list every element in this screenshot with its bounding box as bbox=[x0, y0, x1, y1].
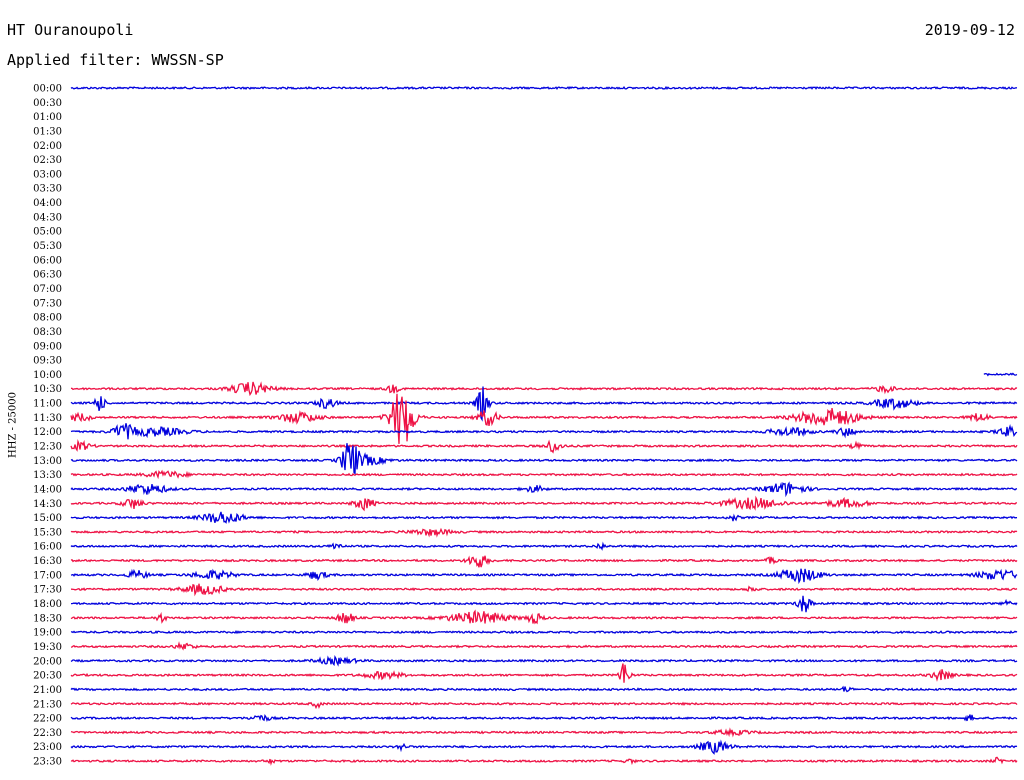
trace-line bbox=[70, 481, 1018, 498]
time-axis-ticks: 00:00 00:30 01:00 01:30 02:00 02:30 03:00 03:30… bbox=[33, 84, 62, 768]
time-tick-label: 08:30 bbox=[33, 327, 62, 338]
time-tick-label: 17:30 bbox=[33, 585, 62, 596]
filter-label: Applied filter: WWSSN-SP bbox=[7, 51, 224, 69]
trace-line bbox=[70, 568, 1018, 585]
trace-line bbox=[70, 641, 1018, 651]
time-tick-label: 22:30 bbox=[33, 728, 62, 739]
time-tick-label: 05:30 bbox=[33, 241, 62, 252]
trace-line bbox=[70, 443, 1018, 475]
time-tick-label: 06:00 bbox=[33, 255, 62, 266]
time-tick-label: 15:30 bbox=[33, 527, 62, 538]
trace-line bbox=[70, 469, 1018, 480]
trace-line bbox=[983, 372, 1018, 377]
time-tick-label: 05:00 bbox=[33, 227, 62, 238]
trace-line bbox=[70, 85, 1018, 91]
trace-line bbox=[70, 756, 1018, 766]
date-label: 2019-09-12 bbox=[924, 21, 1015, 39]
time-tick-label: 23:30 bbox=[33, 757, 62, 768]
time-tick-label: 12:30 bbox=[33, 442, 62, 453]
seismic-traces bbox=[70, 85, 1018, 766]
trace-line bbox=[70, 609, 1018, 625]
time-tick-label: 18:00 bbox=[33, 599, 62, 610]
time-tick-label: 03:30 bbox=[33, 184, 62, 195]
trace-line bbox=[70, 713, 1018, 722]
trace-line bbox=[70, 555, 1018, 568]
time-tick-label: 12:00 bbox=[33, 427, 62, 438]
trace-line bbox=[70, 663, 1018, 683]
trace-line bbox=[70, 511, 1018, 524]
time-tick-label: 21:00 bbox=[33, 685, 62, 696]
time-tick-label: 13:30 bbox=[33, 470, 62, 481]
trace-line bbox=[70, 630, 1018, 635]
time-tick-label: 16:00 bbox=[33, 542, 62, 553]
trace-line bbox=[70, 393, 1018, 444]
time-tick-label: 04:30 bbox=[33, 212, 62, 223]
time-tick-label: 06:30 bbox=[33, 270, 62, 281]
time-tick-label: 21:30 bbox=[33, 699, 62, 710]
trace-line bbox=[70, 527, 1018, 538]
time-tick-label: 19:30 bbox=[33, 642, 62, 653]
trace-line bbox=[70, 701, 1018, 710]
trace-line bbox=[70, 439, 1018, 454]
trace-line bbox=[70, 423, 1018, 440]
time-tick-label: 10:00 bbox=[33, 370, 62, 381]
time-tick-label: 20:30 bbox=[33, 671, 62, 682]
time-tick-label: 02:30 bbox=[33, 155, 62, 166]
trace-line bbox=[70, 583, 1018, 597]
time-tick-label: 15:00 bbox=[33, 513, 62, 524]
time-tick-label: 14:30 bbox=[33, 499, 62, 510]
time-tick-label: 20:00 bbox=[33, 656, 62, 667]
time-tick-label: 01:30 bbox=[33, 126, 62, 137]
time-tick-label: 02:00 bbox=[33, 141, 62, 152]
trace-line bbox=[70, 386, 1018, 422]
time-tick-label: 00:30 bbox=[33, 98, 62, 109]
trace-line bbox=[70, 654, 1018, 667]
time-tick-label: 11:00 bbox=[33, 399, 62, 410]
time-tick-label: 17:00 bbox=[33, 570, 62, 581]
time-tick-label: 09:00 bbox=[33, 341, 62, 352]
time-tick-label: 23:00 bbox=[33, 742, 62, 753]
time-tick-label: 14:00 bbox=[33, 484, 62, 495]
trace-line bbox=[70, 495, 1017, 512]
trace-line bbox=[70, 381, 1018, 397]
time-tick-label: 07:00 bbox=[33, 284, 62, 295]
time-tick-label: 00:00 bbox=[33, 84, 62, 95]
time-tick-label: 13:00 bbox=[33, 456, 62, 467]
time-tick-label: 03:00 bbox=[33, 169, 62, 180]
trace-line bbox=[70, 541, 1018, 551]
time-tick-label: 18:30 bbox=[33, 613, 62, 624]
trace-line bbox=[70, 685, 1018, 693]
time-tick-label: 01:00 bbox=[33, 112, 62, 123]
time-tick-label: 11:30 bbox=[33, 413, 62, 424]
time-tick-label: 08:00 bbox=[33, 313, 62, 324]
time-tick-label: 10:30 bbox=[33, 384, 62, 395]
time-tick-label: 09:30 bbox=[33, 356, 62, 367]
trace-line bbox=[70, 727, 1018, 738]
time-tick-label: 16:30 bbox=[33, 556, 62, 567]
station-title: HT Ouranoupoli bbox=[7, 21, 134, 39]
trace-line bbox=[70, 739, 1018, 755]
time-tick-label: 22:00 bbox=[33, 714, 62, 725]
time-tick-label: 07:30 bbox=[33, 298, 62, 309]
time-tick-label: 04:00 bbox=[33, 198, 62, 209]
trace-line bbox=[71, 595, 1018, 613]
time-tick-label: 19:00 bbox=[33, 628, 62, 639]
